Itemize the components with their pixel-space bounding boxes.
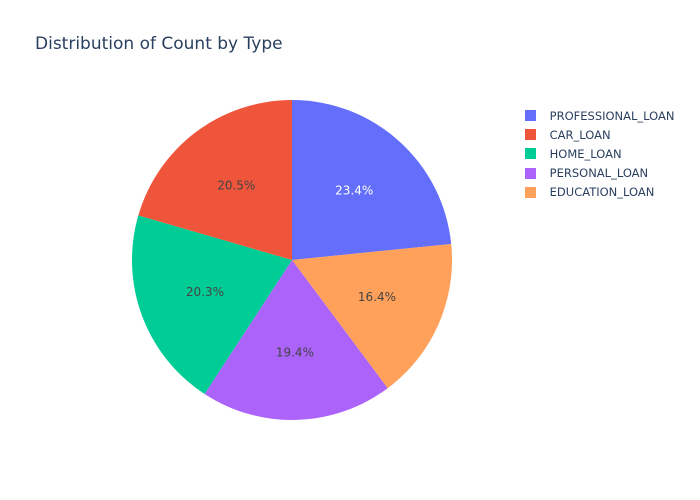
chart-legend: PROFESSIONAL_LOAN CAR_LOAN HOME_LOAN PER… — [525, 106, 675, 202]
legend-label: EDUCATION_LOAN — [546, 185, 655, 200]
pie-slice-professional-loan[interactable] — [292, 100, 452, 260]
pie-slice-label-education-loan: 16.4% — [358, 290, 396, 304]
pie-slice-car-loan[interactable] — [138, 100, 292, 260]
pie-slice-home-loan[interactable] — [132, 215, 292, 395]
legend-swatch — [525, 110, 536, 122]
pie-slice-label-personal-loan: 19.4% — [276, 345, 314, 359]
legend-label: PERSONAL_LOAN — [546, 166, 649, 181]
legend-item-car-loan[interactable]: CAR_LOAN — [525, 125, 675, 144]
pie-slice-label-car-loan: 20.5% — [217, 178, 255, 192]
pie-slice-personal-loan[interactable] — [204, 260, 388, 421]
legend-item-professional-loan[interactable]: PROFESSIONAL_LOAN — [525, 106, 675, 125]
legend-label: PROFESSIONAL_LOAN — [546, 108, 675, 123]
legend-swatch — [525, 129, 536, 141]
chart-title: Distribution of Count by Type — [35, 34, 283, 54]
legend-swatch — [525, 167, 536, 179]
pie-slice-label-professional-loan: 23.4% — [335, 184, 373, 198]
legend-item-home-loan[interactable]: HOME_LOAN — [525, 144, 675, 163]
pie-slice-label-home-loan: 20.3% — [186, 285, 224, 299]
legend-item-education-loan[interactable]: EDUCATION_LOAN — [525, 183, 675, 202]
legend-item-personal-loan[interactable]: PERSONAL_LOAN — [525, 164, 675, 183]
legend-label: HOME_LOAN — [546, 146, 622, 161]
legend-swatch — [525, 186, 536, 198]
legend-swatch — [525, 148, 536, 160]
pie-slice-labels: 23.4% 16.4% 19.4% 20.3% 20.5% — [186, 178, 396, 359]
pie-slices — [132, 100, 452, 421]
legend-label: CAR_LOAN — [546, 127, 611, 142]
pie-slice-education-loan[interactable] — [292, 243, 452, 389]
